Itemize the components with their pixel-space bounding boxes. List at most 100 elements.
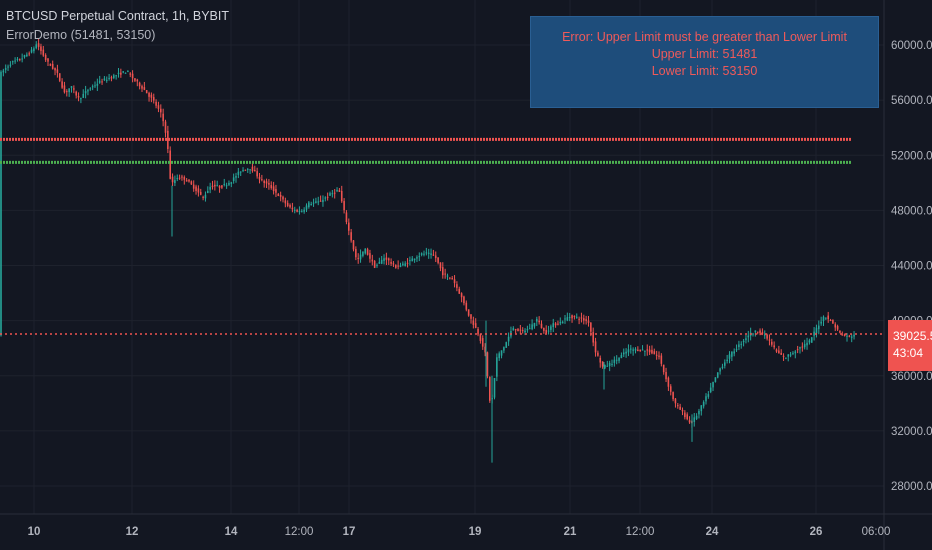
candle-body <box>333 192 336 194</box>
candle-body <box>470 314 472 319</box>
candle-body <box>263 180 265 183</box>
candle-body <box>397 265 399 267</box>
candle-body <box>658 355 660 357</box>
candle-body <box>376 264 378 266</box>
candle-body <box>207 191 209 193</box>
candle-body <box>413 258 416 261</box>
candle-body <box>571 315 573 319</box>
candle-body <box>4 68 7 70</box>
candle-body <box>120 72 122 75</box>
candle-body <box>695 415 698 419</box>
candle-body <box>249 169 251 171</box>
candle-body <box>773 345 775 348</box>
candle-body <box>171 176 174 183</box>
candle-body <box>108 77 110 79</box>
indicator-label[interactable]: ErrorDemo (51481, 53150) <box>6 28 156 42</box>
candle-body <box>26 54 28 57</box>
candle-body <box>792 352 794 354</box>
candle-body <box>721 366 724 369</box>
candle-body <box>528 328 531 330</box>
candle-body <box>606 365 609 367</box>
candle-body <box>726 359 728 362</box>
candle-body <box>373 260 376 268</box>
candle-body <box>789 354 792 356</box>
time-axis[interactable]: 10 12 14 12:00 17 19 21 12:00 24 26 06:00 <box>0 513 932 538</box>
candle-body <box>51 63 54 69</box>
y-tick-label: 32000.0 <box>891 426 932 438</box>
candle-body <box>150 94 153 98</box>
candle-body <box>827 315 829 320</box>
candle-body <box>756 331 759 333</box>
candle-body <box>702 401 705 407</box>
candle-body <box>724 362 726 366</box>
candle-body <box>489 377 491 401</box>
candle-body <box>686 414 688 420</box>
symbol-title[interactable]: BTCUSD Perpetual Contract, 1h, BYBIT <box>6 9 230 23</box>
candle-body <box>303 209 305 212</box>
candle-body <box>566 317 569 321</box>
x-tick-label: 26 <box>810 526 823 538</box>
candle-body <box>754 330 757 333</box>
candle-body <box>409 260 411 262</box>
candle-body <box>310 204 312 206</box>
candle-body <box>145 90 148 94</box>
candle-body <box>775 349 778 352</box>
candle-body <box>503 347 505 351</box>
candle-body <box>230 182 233 184</box>
candle-body <box>446 275 449 277</box>
candle-body <box>648 349 651 353</box>
y-tick-label: 60000.0 <box>891 40 932 52</box>
candle-body <box>237 171 240 175</box>
candle-body <box>411 258 414 262</box>
candle-body <box>688 420 691 423</box>
candle-body <box>604 364 606 368</box>
candle-body <box>385 257 388 260</box>
candle-body <box>113 75 115 78</box>
candle-body <box>98 80 101 83</box>
candle-body <box>444 273 446 275</box>
candle-body <box>101 81 103 83</box>
candle-body <box>714 377 717 382</box>
candle-body <box>716 372 719 378</box>
candle-body <box>258 176 261 180</box>
horizontal-lines <box>0 137 884 335</box>
candle-body <box>178 177 181 179</box>
candle-body <box>282 196 284 200</box>
candle-body <box>771 341 773 345</box>
candle-body <box>583 318 585 321</box>
bar-countdown: 43:04 <box>893 346 924 360</box>
candle-body <box>578 318 580 320</box>
candle-body <box>481 338 484 347</box>
candle-body <box>418 256 421 258</box>
candle-body <box>157 105 160 109</box>
candle-body <box>681 409 684 412</box>
candle-body <box>2 70 5 73</box>
candle-body <box>453 279 456 284</box>
candle-body <box>176 178 179 180</box>
candle-body <box>599 357 602 363</box>
candle-body <box>336 190 338 192</box>
candle-body <box>228 183 230 185</box>
candle-body <box>117 72 120 75</box>
candle-body <box>312 202 315 204</box>
candle-body <box>188 179 190 182</box>
candle-body <box>601 361 604 367</box>
lower-limit-text: Lower Limit: 53150 <box>651 64 758 78</box>
candle-body <box>181 176 183 178</box>
candle-body <box>124 72 127 74</box>
candle-body <box>277 193 280 197</box>
candle-body <box>44 54 47 60</box>
candle-body <box>843 334 846 336</box>
candle-body <box>70 86 73 88</box>
upper-limit-text: Upper Limit: 51481 <box>651 47 758 61</box>
candle-body <box>479 334 482 341</box>
candle-body <box>505 342 508 348</box>
candle-body <box>747 335 750 338</box>
candle-body <box>209 186 211 190</box>
candle-body <box>684 412 686 418</box>
candle-body <box>575 316 578 318</box>
candle-body <box>841 334 844 336</box>
candle-body <box>11 61 14 63</box>
candle-body <box>129 73 132 75</box>
candle-body <box>655 354 658 356</box>
